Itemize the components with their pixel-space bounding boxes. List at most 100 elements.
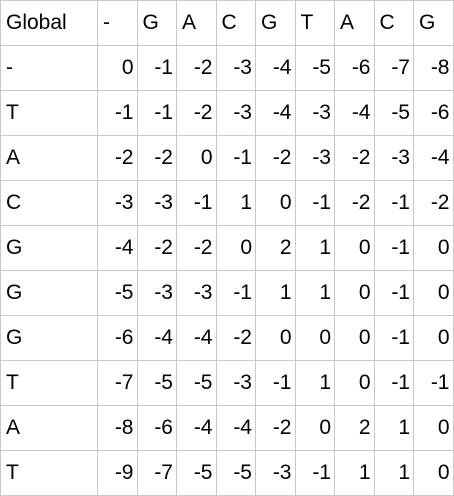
score-cell[interactable]: -1 xyxy=(215,135,256,181)
score-cell[interactable]: -4 xyxy=(97,225,138,271)
score-cell[interactable]: -2 xyxy=(136,135,177,181)
score-cell[interactable]: 1 xyxy=(255,270,296,316)
column-header-cell[interactable]: C xyxy=(215,0,256,46)
score-cell[interactable]: -1 xyxy=(413,360,454,406)
score-cell[interactable]: -3 xyxy=(136,180,177,226)
score-cell[interactable]: 1 xyxy=(373,450,414,496)
column-header-cell[interactable]: C xyxy=(373,0,414,46)
score-cell[interactable]: -9 xyxy=(97,450,138,496)
score-cell[interactable]: -3 xyxy=(215,90,256,136)
score-cell[interactable]: -8 xyxy=(413,45,454,91)
score-cell[interactable]: -6 xyxy=(413,90,454,136)
score-cell[interactable]: 1 xyxy=(294,270,335,316)
score-cell[interactable]: -1 xyxy=(373,360,414,406)
score-cell[interactable]: 0 xyxy=(294,315,335,361)
score-cell[interactable]: 0 xyxy=(413,405,454,451)
score-cell[interactable]: -5 xyxy=(136,360,177,406)
score-cell[interactable]: 0 xyxy=(176,135,217,181)
score-cell[interactable]: -4 xyxy=(215,405,256,451)
score-cell[interactable]: -2 xyxy=(97,135,138,181)
score-cell[interactable]: -2 xyxy=(176,90,217,136)
score-cell[interactable]: 1 xyxy=(373,405,414,451)
score-cell[interactable]: 1 xyxy=(334,450,375,496)
score-cell[interactable]: -2 xyxy=(255,405,296,451)
column-header-cell[interactable]: G xyxy=(255,0,296,46)
score-cell[interactable]: -6 xyxy=(97,315,138,361)
score-cell[interactable]: -3 xyxy=(176,270,217,316)
score-cell[interactable]: -1 xyxy=(255,360,296,406)
score-cell[interactable]: -2 xyxy=(176,225,217,271)
score-cell[interactable]: 1 xyxy=(215,180,256,226)
column-header-cell[interactable]: G xyxy=(136,0,177,46)
score-cell[interactable]: -2 xyxy=(255,135,296,181)
score-cell[interactable]: -5 xyxy=(294,45,335,91)
score-cell[interactable]: 0 xyxy=(255,180,296,226)
row-header-cell[interactable]: A xyxy=(0,135,98,181)
score-cell[interactable]: -3 xyxy=(294,135,335,181)
score-cell[interactable]: -1 xyxy=(373,225,414,271)
score-cell[interactable]: -2 xyxy=(334,135,375,181)
row-header-cell[interactable]: - xyxy=(0,45,98,91)
score-cell[interactable]: -4 xyxy=(413,135,454,181)
score-cell[interactable]: -3 xyxy=(97,180,138,226)
row-header-cell[interactable]: G xyxy=(0,270,98,316)
score-cell[interactable]: -7 xyxy=(373,45,414,91)
row-header-cell[interactable]: G xyxy=(0,315,98,361)
row-header-cell[interactable]: C xyxy=(0,180,98,226)
score-cell[interactable]: -1 xyxy=(373,315,414,361)
score-cell[interactable]: 0 xyxy=(413,225,454,271)
score-cell[interactable]: -2 xyxy=(413,180,454,226)
score-cell[interactable]: 1 xyxy=(294,360,335,406)
score-cell[interactable]: -3 xyxy=(294,90,335,136)
score-cell[interactable]: -4 xyxy=(255,45,296,91)
column-header-cell[interactable]: A xyxy=(334,0,375,46)
score-cell[interactable]: -1 xyxy=(373,180,414,226)
score-cell[interactable]: -3 xyxy=(215,360,256,406)
row-header-cell[interactable]: T xyxy=(0,360,98,406)
row-header-cell[interactable]: A xyxy=(0,405,98,451)
score-cell[interactable]: -5 xyxy=(176,450,217,496)
score-cell[interactable]: 0 xyxy=(255,315,296,361)
score-cell[interactable]: -4 xyxy=(334,90,375,136)
column-header-cell[interactable]: - xyxy=(97,0,138,46)
score-cell[interactable]: -8 xyxy=(97,405,138,451)
score-cell[interactable]: -7 xyxy=(136,450,177,496)
row-header-cell[interactable]: G xyxy=(0,225,98,271)
score-cell[interactable]: -4 xyxy=(176,315,217,361)
score-cell[interactable]: -3 xyxy=(373,135,414,181)
score-cell[interactable]: 0 xyxy=(334,360,375,406)
score-cell[interactable]: -1 xyxy=(215,270,256,316)
score-cell[interactable]: 0 xyxy=(413,315,454,361)
score-cell[interactable]: 0 xyxy=(334,270,375,316)
score-cell[interactable]: 0 xyxy=(413,270,454,316)
score-cell[interactable]: 1 xyxy=(294,225,335,271)
score-cell[interactable]: 0 xyxy=(334,315,375,361)
score-cell[interactable]: -4 xyxy=(255,90,296,136)
score-cell[interactable]: -5 xyxy=(373,90,414,136)
score-cell[interactable]: -3 xyxy=(255,450,296,496)
score-cell[interactable]: 0 xyxy=(97,45,138,91)
score-cell[interactable]: -2 xyxy=(334,180,375,226)
score-cell[interactable]: -5 xyxy=(176,360,217,406)
score-cell[interactable]: -6 xyxy=(334,45,375,91)
score-cell[interactable]: -3 xyxy=(136,270,177,316)
score-cell[interactable]: -1 xyxy=(136,90,177,136)
column-header-cell[interactable]: G xyxy=(413,0,454,46)
score-cell[interactable]: 2 xyxy=(255,225,296,271)
score-cell[interactable]: -7 xyxy=(97,360,138,406)
score-cell[interactable]: -3 xyxy=(215,45,256,91)
score-cell[interactable]: -4 xyxy=(136,315,177,361)
score-cell[interactable]: -1 xyxy=(294,450,335,496)
score-cell[interactable]: -1 xyxy=(97,90,138,136)
score-cell[interactable]: 0 xyxy=(334,225,375,271)
score-cell[interactable]: -6 xyxy=(136,405,177,451)
score-cell[interactable]: 0 xyxy=(215,225,256,271)
row-header-cell[interactable]: T xyxy=(0,450,98,496)
corner-cell[interactable]: Global xyxy=(0,0,98,46)
score-cell[interactable]: -1 xyxy=(176,180,217,226)
score-cell[interactable]: -5 xyxy=(215,450,256,496)
score-cell[interactable]: -2 xyxy=(136,225,177,271)
column-header-cell[interactable]: A xyxy=(176,0,217,46)
column-header-cell[interactable]: T xyxy=(294,0,335,46)
score-cell[interactable]: -2 xyxy=(176,45,217,91)
